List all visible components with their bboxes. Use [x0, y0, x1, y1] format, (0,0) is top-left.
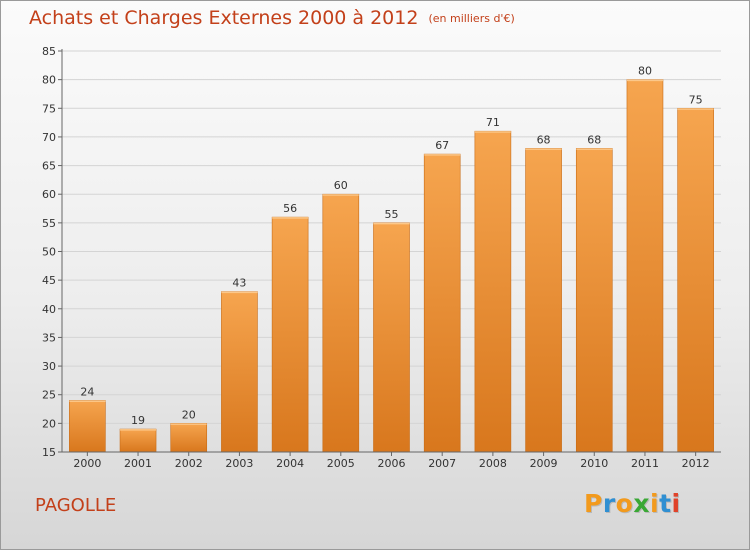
y-tick-label: 60 [42, 188, 56, 201]
data-label: 20 [182, 408, 196, 421]
bar-2004 [271, 216, 309, 453]
data-label: 60 [334, 179, 348, 192]
y-tick-label: 45 [42, 274, 56, 287]
y-tick-label: 30 [42, 360, 56, 373]
bar-highlight [474, 131, 511, 133]
y-tick-label: 40 [42, 303, 56, 316]
x-tick-label: 2006 [378, 457, 406, 470]
bar-2008 [474, 130, 512, 453]
data-label: 43 [232, 277, 246, 290]
x-tick-label: 2010 [580, 457, 608, 470]
bar-2012 [677, 107, 714, 453]
logo-letter: t [659, 489, 672, 518]
y-tick-label: 70 [42, 131, 56, 144]
x-tick-label: 2001 [124, 457, 152, 470]
x-tick-label: 2002 [175, 457, 203, 470]
logo-letter: r [602, 489, 616, 518]
bar-2011 [626, 79, 664, 453]
y-tick-label: 75 [42, 102, 56, 115]
logo-letter: P [584, 489, 603, 518]
y-tick-label: 50 [42, 246, 56, 259]
bar-highlight [525, 148, 562, 150]
logo-letter: i [650, 489, 660, 518]
bar-2003 [221, 291, 258, 453]
x-tick-label: 2003 [225, 457, 253, 470]
data-label: 56 [283, 202, 297, 215]
x-tick-label: 2004 [276, 457, 304, 470]
logo-letter: o [615, 489, 634, 518]
bar-2009 [525, 148, 562, 453]
y-tick-label: 15 [42, 446, 56, 459]
chart-subtitle: (en milliers d'€) [428, 12, 515, 25]
x-tick-label: 2005 [327, 457, 355, 470]
bar-2010 [575, 148, 613, 453]
y-tick-label: 20 [42, 417, 56, 430]
x-tick-label: 2012 [682, 457, 710, 470]
bar-2007 [423, 153, 461, 453]
data-label: 68 [537, 133, 551, 146]
y-tick-label: 85 [42, 45, 56, 58]
x-tick-label: 2008 [479, 457, 507, 470]
chart-title: Achats et Charges Externes 2000 à 2012 (e… [29, 7, 515, 29]
bar-highlight [626, 79, 663, 82]
bar-highlight [221, 291, 258, 294]
bar-2001 [119, 428, 157, 453]
data-label: 67 [435, 139, 449, 152]
y-tick-label: 55 [42, 217, 56, 230]
bar-2000 [69, 400, 106, 453]
logo-letter: i [671, 489, 681, 518]
data-label: 75 [689, 93, 703, 106]
x-tick-label: 2011 [631, 457, 659, 470]
data-label: 24 [80, 385, 94, 398]
x-tick-label: 2007 [428, 457, 456, 470]
y-tick-label: 35 [42, 331, 56, 344]
data-label: 71 [486, 116, 500, 129]
bar-highlight [170, 423, 207, 425]
bar-2005 [322, 193, 360, 453]
proxiti-logo: Proxiti [584, 489, 681, 518]
data-label: 68 [587, 133, 601, 146]
bar-highlight [272, 217, 309, 219]
place-name: PAGOLLE [35, 495, 117, 516]
x-tick-label: 2000 [73, 457, 101, 470]
bars-layer [69, 79, 714, 453]
bar-highlight [576, 148, 613, 150]
bar-highlight [69, 400, 106, 402]
bar-highlight [322, 194, 359, 196]
bar-highlight [424, 154, 461, 156]
bar-highlight [373, 222, 410, 225]
data-label: 80 [638, 65, 652, 78]
chart-title-text: Achats et Charges Externes 2000 à 2012 [29, 7, 419, 29]
data-label: 55 [385, 208, 399, 221]
y-tick-label: 25 [42, 389, 56, 402]
bar-2006 [373, 222, 410, 453]
labels-layer: 24 19 20 43 56 60 55 67 71 68 68 80 75 [80, 65, 702, 427]
axis-layer: 15 20 25 30 35 40 45 50 55 60 65 70 75 80 85 2000 2001 20… [42, 45, 721, 470]
y-tick-label: 80 [42, 74, 56, 87]
logo-letter: x [633, 489, 650, 518]
data-label: 19 [131, 414, 145, 427]
y-tick-label: 65 [42, 160, 56, 173]
x-tick-label: 2009 [530, 457, 558, 470]
bar-highlight [120, 429, 157, 431]
bar-highlight [677, 108, 714, 110]
bar-2002 [170, 423, 208, 453]
